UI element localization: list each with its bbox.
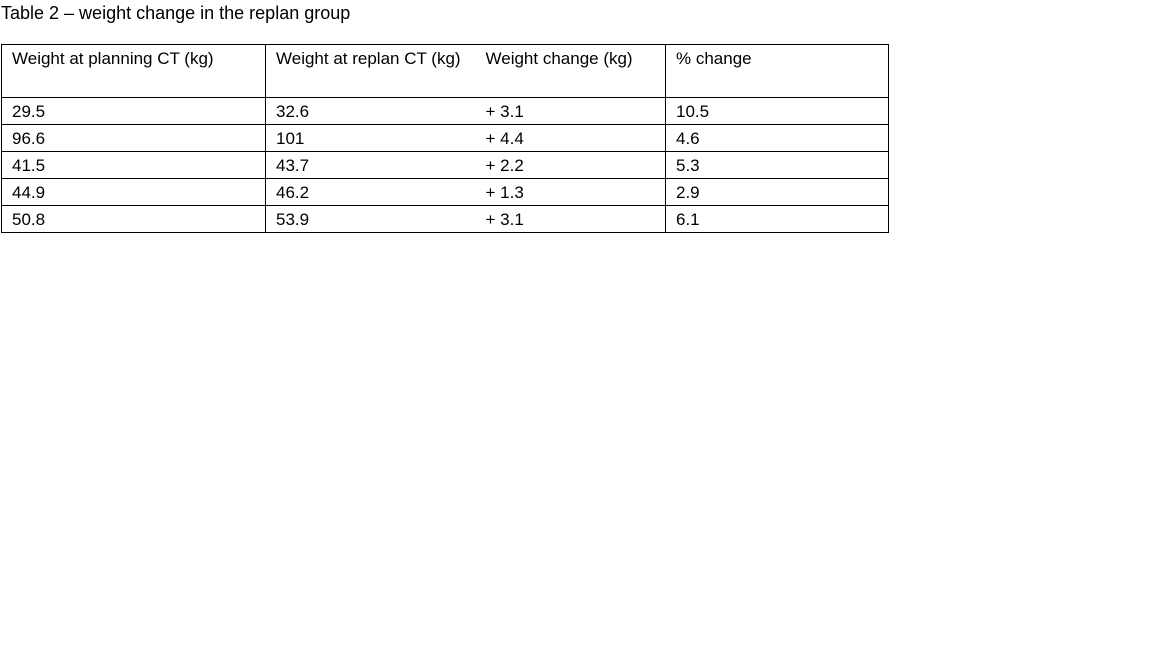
cell: 44.9 — [1, 178, 266, 206]
table-body: Weight at planning CT (kg) Weight at repl… — [1, 44, 889, 233]
table-row: 96.6 101 + 4.4 4.6 — [1, 124, 889, 152]
cell: + 4.4 — [475, 124, 666, 152]
cell: 41.5 — [1, 151, 266, 179]
cell: 29.5 — [1, 97, 266, 125]
table-row: 29.5 32.6 + 3.1 10.5 — [1, 97, 889, 125]
cell: + 3.1 — [475, 205, 666, 233]
table-row: 41.5 43.7 + 2.2 5.3 — [1, 151, 889, 179]
header-cell: % change — [665, 44, 889, 98]
cell: 53.9 — [265, 205, 476, 233]
header-cell: Weight change (kg) — [475, 44, 666, 98]
cell: 32.6 — [265, 97, 476, 125]
cell: 43.7 — [265, 151, 476, 179]
cell: 101 — [265, 124, 476, 152]
cell: 50.8 — [1, 205, 266, 233]
cell: 5.3 — [665, 151, 889, 179]
header-row: Weight at planning CT (kg) Weight at repl… — [1, 44, 889, 98]
cell: + 2.2 — [475, 151, 666, 179]
cell: 96.6 — [1, 124, 266, 152]
cell: 10.5 — [665, 97, 889, 125]
table-row: 44.9 46.2 + 1.3 2.9 — [1, 178, 889, 206]
cell: + 3.1 — [475, 97, 666, 125]
data-table: Weight at planning CT (kg) Weight at repl… — [1, 44, 889, 233]
table-row: 50.8 53.9 + 3.1 6.1 — [1, 205, 889, 233]
cell: 2.9 — [665, 178, 889, 206]
cell: 6.1 — [665, 205, 889, 233]
cell: 4.6 — [665, 124, 889, 152]
cell: + 1.3 — [475, 178, 666, 206]
cell: 46.2 — [265, 178, 476, 206]
header-cell: Weight at planning CT (kg) — [1, 44, 266, 98]
table-title: Table 2 – weight change in the replan gr… — [1, 3, 351, 23]
header-cell: Weight at replan CT (kg) — [265, 44, 476, 98]
